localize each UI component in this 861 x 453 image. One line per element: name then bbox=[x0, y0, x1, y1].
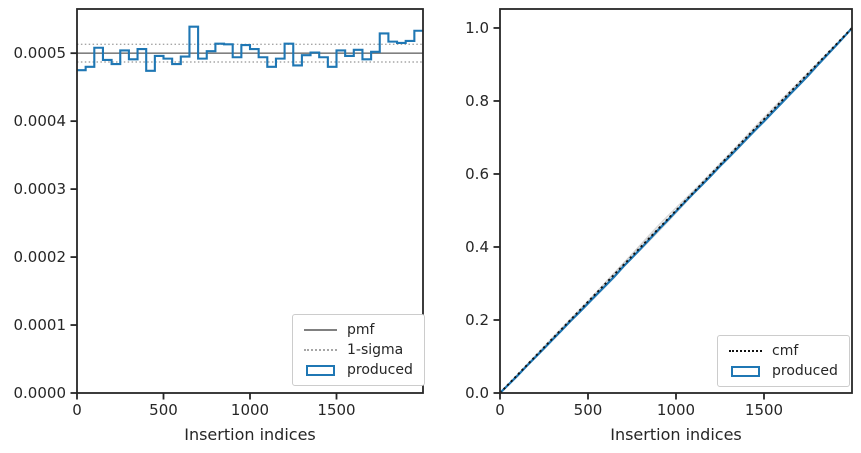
right-plot-xtick-label: 0 bbox=[495, 401, 505, 419]
legend-label-pmf: pmf bbox=[347, 322, 375, 338]
left-plot-ytick-label: 0.0002 bbox=[14, 248, 67, 266]
left-plot-xlabel: Insertion indices bbox=[184, 425, 316, 444]
right-plot-ytick-label: 0.0 bbox=[465, 384, 489, 402]
legend-row-produced-left: produced bbox=[304, 363, 413, 377]
left-plot-ytick-label: 0.0000 bbox=[14, 384, 67, 402]
legend-label-1-sigma: 1-sigma bbox=[347, 342, 404, 358]
pmf-line-swatch bbox=[304, 329, 337, 331]
left-plot-xtick-label: 1500 bbox=[317, 401, 355, 419]
left-plot-legend: pmf 1-sigma produced bbox=[292, 314, 425, 386]
produced-rect-swatch bbox=[304, 364, 337, 376]
right-plot-xtick-label: 1500 bbox=[745, 401, 783, 419]
cmf-dotted-swatch bbox=[729, 350, 762, 352]
sigma-dotted-swatch bbox=[304, 349, 337, 351]
legend-row-produced-right: produced bbox=[729, 364, 838, 378]
right-plot-ytick-label: 0.2 bbox=[465, 311, 489, 329]
legend-row-1-sigma: 1-sigma bbox=[304, 343, 413, 357]
left-plot-ytick-label: 0.0005 bbox=[14, 44, 67, 62]
right-plot-ytick-label: 1.0 bbox=[465, 19, 489, 37]
right-plot-xlabel: Insertion indices bbox=[610, 425, 742, 444]
right-plot-ytick-label: 0.8 bbox=[465, 92, 489, 110]
left-plot-ytick-label: 0.0001 bbox=[14, 316, 67, 334]
right-plot-legend: cmf produced bbox=[717, 335, 850, 387]
right-plot-xtick-label: 500 bbox=[574, 401, 603, 419]
left-plot-xtick-label: 1000 bbox=[231, 401, 269, 419]
right-plot-ytick-label: 0.6 bbox=[465, 165, 489, 183]
left-plot-ytick-label: 0.0003 bbox=[14, 180, 67, 198]
legend-label-produced-left: produced bbox=[347, 362, 413, 378]
produced-step-histogram bbox=[77, 25, 423, 72]
legend-label-cmf: cmf bbox=[772, 343, 799, 359]
right-plot-xtick-label: 1000 bbox=[657, 401, 695, 419]
cmf-dotted-line bbox=[499, 27, 853, 394]
right-plot-ytick-label: 0.4 bbox=[465, 238, 489, 256]
left-plot-ytick-label: 0.0004 bbox=[14, 112, 67, 130]
legend-row-pmf: pmf bbox=[304, 323, 413, 337]
produced-rect-swatch-right bbox=[729, 365, 762, 377]
left-plot-xtick-label: 500 bbox=[149, 401, 178, 419]
envelope-line bbox=[499, 27, 853, 394]
legend-row-cmf: cmf bbox=[729, 344, 838, 358]
legend-label-produced-right: produced bbox=[772, 363, 838, 379]
left-plot-xtick-label: 0 bbox=[72, 401, 82, 419]
